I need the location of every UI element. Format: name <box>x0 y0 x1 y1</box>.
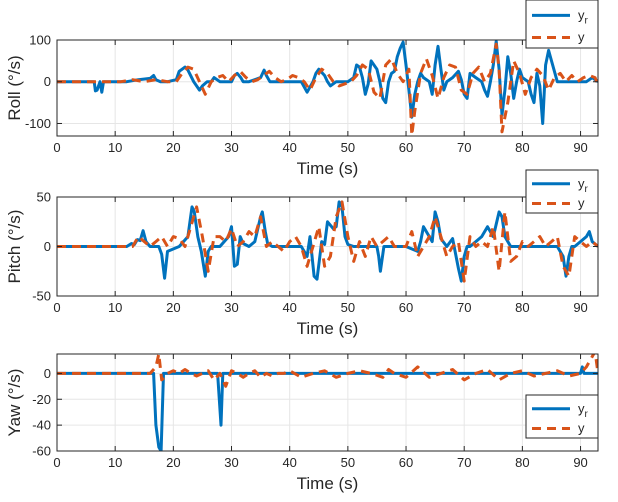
legend-label-y: y <box>578 29 585 44</box>
series-line-yr <box>57 365 598 451</box>
y-tick-label: 0 <box>44 239 51 254</box>
y-axis-label: Roll (°/s) <box>5 55 24 120</box>
legend-label-yr: yr <box>578 176 589 195</box>
series-line-y <box>57 354 598 388</box>
x-tick-label: 40 <box>282 455 296 470</box>
legend-box <box>525 0 599 49</box>
x-tick-label: 80 <box>515 455 529 470</box>
y-tick-label: 0 <box>44 74 51 89</box>
x-axis-label: Time (s) <box>297 474 359 493</box>
x-tick-label: 50 <box>341 140 355 155</box>
y-tick-label: -40 <box>32 418 51 433</box>
x-tick-label: 10 <box>108 300 122 315</box>
x-tick-label: 0 <box>53 140 60 155</box>
y-axis-label: Yaw (°/s) <box>5 369 24 437</box>
x-tick-label: 10 <box>108 455 122 470</box>
series-line-yr <box>57 40 598 125</box>
legend-box <box>525 169 599 214</box>
x-tick-label: 80 <box>515 300 529 315</box>
x-axis-label: Time (s) <box>297 159 359 178</box>
legend: yry <box>525 169 599 214</box>
x-tick-label: 20 <box>166 300 180 315</box>
y-axis-label: Pitch (°/s) <box>5 210 24 284</box>
y-tick-label: 50 <box>37 190 51 205</box>
x-tick-label: 30 <box>224 140 238 155</box>
y-tick-label: -20 <box>32 392 51 407</box>
series-line-y <box>57 42 598 136</box>
x-tick-label: 90 <box>573 455 587 470</box>
x-tick-label: 90 <box>573 140 587 155</box>
x-tick-label: 0 <box>53 300 60 315</box>
plot-area <box>57 354 598 451</box>
x-tick-label: 20 <box>166 140 180 155</box>
x-tick-label: 50 <box>341 455 355 470</box>
legend: yry <box>525 394 599 439</box>
y-tick-label: -60 <box>32 444 51 459</box>
y-tick-label: 0 <box>44 366 51 381</box>
legend-label-yr: yr <box>578 401 589 420</box>
x-tick-label: 0 <box>53 455 60 470</box>
x-tick-label: 20 <box>166 455 180 470</box>
y-tick-label: -100 <box>25 116 51 131</box>
x-tick-label: 60 <box>399 455 413 470</box>
y-tick-label: -50 <box>32 289 51 304</box>
chart-panel-3: 0 10 20 30 40 50 60 70 80 90 -60 -40 -20 0 Time (s) Yaw… <box>5 353 599 493</box>
legend-label-subscript: r <box>585 409 589 420</box>
x-tick-label: 70 <box>457 140 471 155</box>
x-tick-label: 80 <box>515 140 529 155</box>
legend-label-subscript: r <box>585 15 589 26</box>
axes-box <box>56 39 599 137</box>
legend-box <box>525 394 599 439</box>
x-tick-label: 10 <box>108 140 122 155</box>
x-tick-label: 60 <box>399 300 413 315</box>
x-tick-label: 40 <box>282 300 296 315</box>
x-axis-label: Time (s) <box>297 319 359 338</box>
legend-label-y: y <box>578 196 585 211</box>
legend-label-y: y <box>578 421 585 436</box>
series-line-y <box>57 200 598 283</box>
x-tick-label: 90 <box>573 300 587 315</box>
legend: yr y <box>525 0 599 49</box>
x-tick-label: 70 <box>457 300 471 315</box>
x-tick-label: 30 <box>224 300 238 315</box>
x-tick-label: 70 <box>457 455 471 470</box>
legend-label-yr: yr <box>578 7 589 26</box>
legend-label-subscript: r <box>585 184 589 195</box>
x-tick-label: 40 <box>282 140 296 155</box>
x-tick-label: 60 <box>399 140 413 155</box>
x-tick-label: 30 <box>224 455 238 470</box>
x-tick-label: 50 <box>341 300 355 315</box>
y-tick-label: 100 <box>29 33 51 48</box>
